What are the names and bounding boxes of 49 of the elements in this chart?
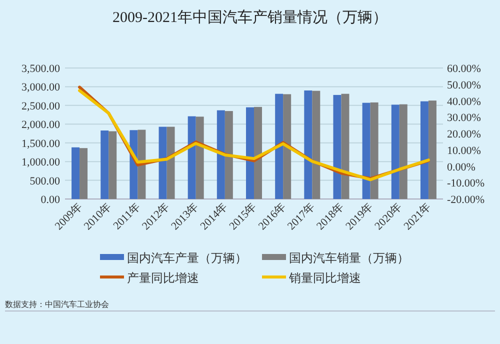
bar (100, 130, 109, 199)
bar (275, 94, 284, 199)
y2-tick-label: 0.00% (447, 161, 476, 174)
y2-tick-label: 30.00% (447, 112, 481, 124)
x-tick-label: 2011年 (111, 200, 143, 232)
bar (333, 94, 342, 199)
bar (224, 111, 233, 199)
legend-label: 销量同比增速 (288, 271, 361, 285)
bar (362, 102, 370, 199)
y2-tick-label: -20.00% (447, 194, 485, 206)
bar (370, 102, 378, 199)
y2-tick-label: 60.00% (447, 63, 481, 75)
bar (283, 94, 292, 199)
legend-label: 国内汽车产量（万辆） (127, 251, 247, 265)
bar (216, 110, 225, 199)
text: 数据支持：中国汽车工业协会 (5, 300, 109, 309)
y2-tick-label: 10.00% (447, 144, 481, 157)
chart-title: 2009-2021年中国汽车产销量情况（万辆） (112, 9, 388, 26)
y2-tick-label: 20.00% (447, 128, 481, 140)
bar (341, 94, 350, 199)
y-tick-label: 0.00 (40, 194, 60, 206)
y-tick-label: 1,000.00 (22, 156, 60, 169)
bar (138, 130, 146, 199)
bar (108, 131, 117, 199)
bar (391, 104, 400, 199)
y-tick-label: 2,000.00 (22, 119, 60, 132)
y-tick-label: 2,500.00 (22, 100, 60, 112)
bar (420, 101, 428, 199)
bar (166, 126, 175, 199)
y-tick-label: 3,500.00 (22, 63, 60, 75)
bar (246, 107, 254, 199)
bar (158, 126, 167, 199)
bar (196, 116, 204, 199)
bar (399, 104, 408, 199)
bar (254, 106, 262, 199)
y-tick-label: 500.00 (30, 175, 60, 188)
bar (304, 90, 312, 199)
y-tick-label: 1,500.00 (22, 138, 60, 150)
bar (80, 148, 88, 199)
bar (72, 147, 80, 199)
y2-tick-label: -10.00% (447, 178, 485, 190)
bar (188, 116, 196, 199)
bar (428, 100, 436, 199)
y-tick-label: 3,000.00 (22, 82, 60, 94)
bar (312, 90, 320, 199)
legend-label: 国内汽车销量（万辆） (289, 251, 409, 265)
legend-label: 产量同比增速 (127, 271, 199, 285)
y2-tick-label: 40.00% (447, 96, 481, 108)
y2-tick-label: 50.00% (447, 79, 481, 92)
